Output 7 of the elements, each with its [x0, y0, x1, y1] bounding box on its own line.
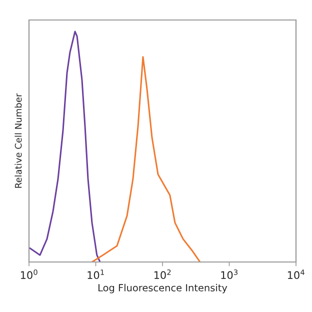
x-tick-label: 10$^{4}$: [288, 270, 304, 280]
x-tick-label: 10$^{2}$: [154, 269, 171, 280]
x-tick-label: 10$^{1}$: [88, 270, 104, 280]
x-axis-title: Log Fluorescence Intensity: [98, 284, 228, 294]
x-tick-label: 10$^{0}$: [20, 269, 38, 280]
y-axis-title: Relative Cell Number: [14, 93, 22, 188]
x-tick-label: 10$^{3}$: [221, 269, 238, 280]
